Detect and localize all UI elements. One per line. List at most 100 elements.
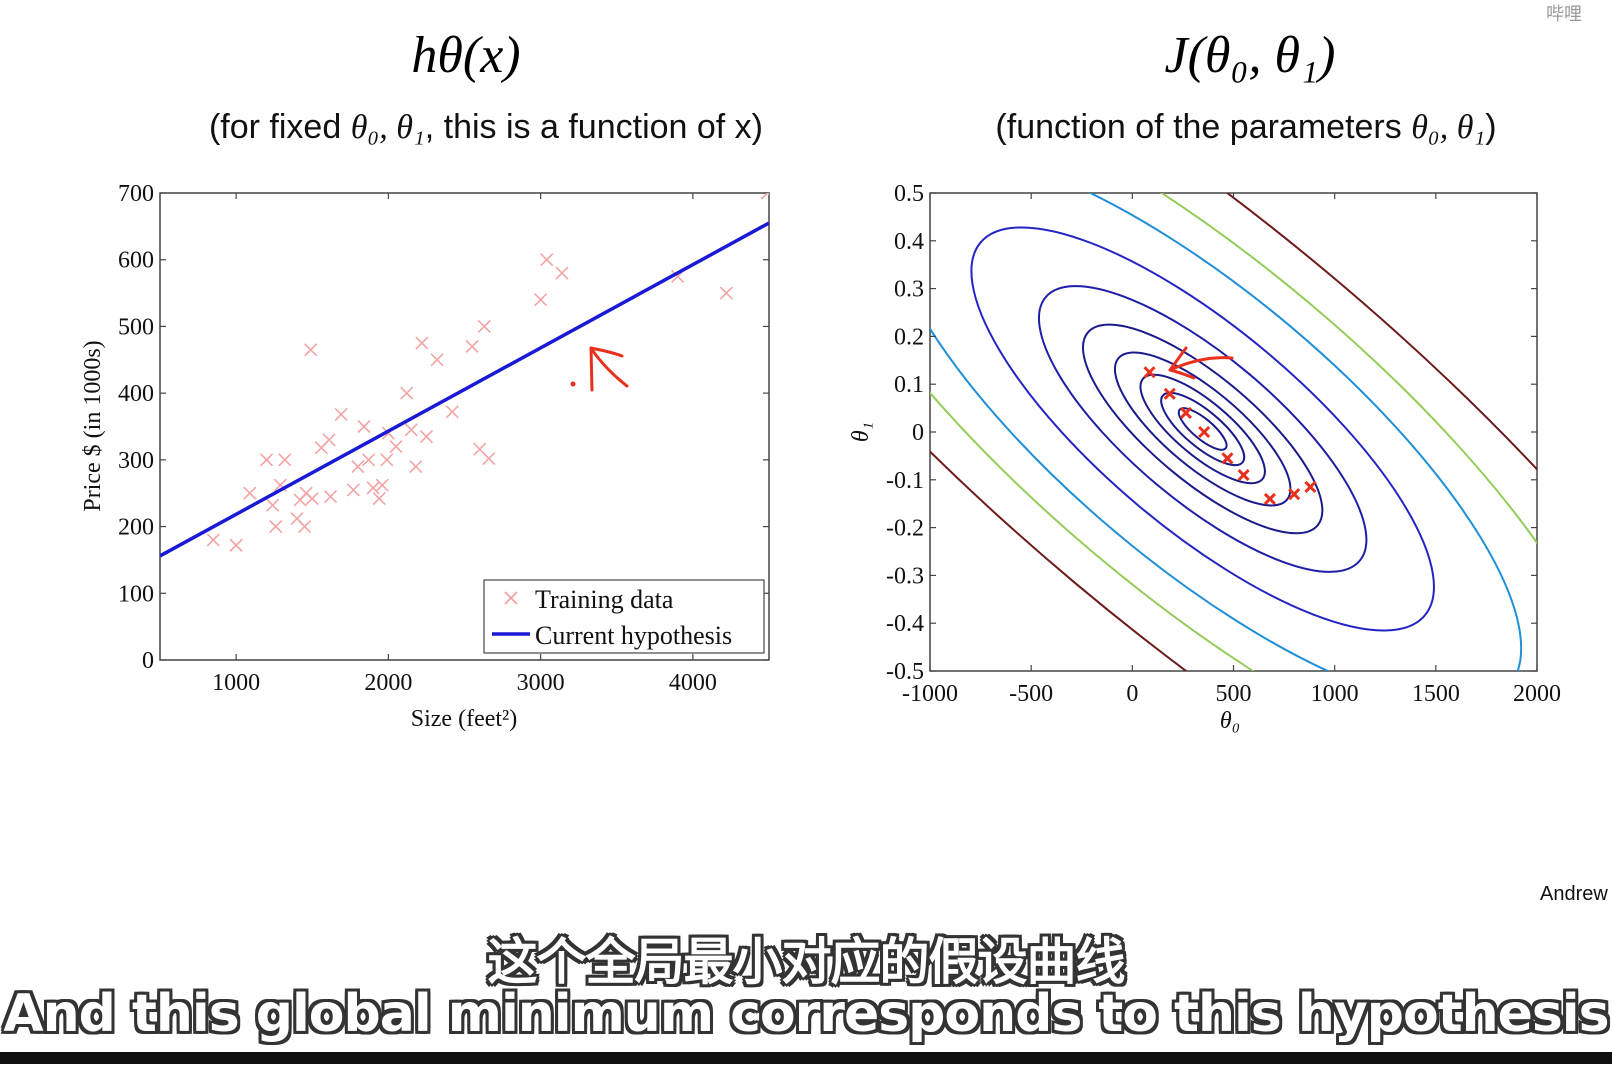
training-data-point [346,483,360,497]
gradient-step-marker [1221,452,1234,465]
gradient-step-marker [1179,406,1193,419]
training-data-point [366,481,380,495]
training-data-point [404,423,418,437]
left-ytick-label: 200 [118,515,154,541]
training-data-point [415,336,429,350]
training-data-point [266,498,280,512]
gradient-descent-steps [1143,366,1317,505]
training-data-points [206,193,769,552]
hypothesis-line-group [160,221,769,558]
cost-contour-plot: -1000 -500 0 500 1000 1500 2000 0.5 0.4 0.3 0.2 0.1… [848,181,1561,734]
contour-line [1160,391,1246,467]
gradient-step-marker [1198,425,1211,439]
contour-line [930,193,1523,671]
contour-line [1113,351,1292,507]
contour-lines [930,193,1537,671]
training-data-point [760,193,769,200]
left-ylabel: Price $ (in 1000s) [80,340,106,511]
contour-line [1177,407,1228,451]
training-data-point [298,520,312,534]
training-data-point [400,386,414,400]
left-axis-ticks: 1000 2000 3000 4000 0 100 200 300 400 500 600 700 [118,181,769,696]
training-data-point [243,486,257,500]
left-ytick-label: 600 [118,248,154,274]
right-ytick-label: 0.3 [894,277,924,303]
training-data-point [322,433,336,447]
contour-line [970,226,1435,632]
training-data-point [534,293,548,307]
training-data-point [719,286,733,300]
training-data-point [409,459,423,474]
training-data-point [334,407,348,422]
left-subtitle: (for fixed θ₀, θ₁, this is a function of… [209,108,763,146]
training-data-point [229,538,243,552]
gradient-step-marker [1288,488,1301,501]
right-xtick-label: 0 [1126,681,1138,707]
subtitle-chinese: 这个全局最小对应的假设曲线 [487,933,1126,991]
right-xtick-label: 1500 [1412,681,1460,707]
hypothesis-plot: 1000 2000 3000 4000 0 100 200 300 400 500 600 700 S… [80,181,770,732]
right-ytick-label: -0.4 [886,611,924,637]
left-subtitle-pre: (for fixed [209,108,351,146]
left-ytick-label: 0 [142,648,154,674]
training-data-point [477,319,491,333]
training-data-point [305,491,319,506]
watermark-logo: 哔哩 [1546,4,1582,24]
right-xtick-label: 1000 [1311,681,1359,707]
left-ytick-label: 500 [118,314,154,340]
training-data-point [206,533,220,547]
training-data-point [351,459,365,474]
contour-line [930,193,1537,671]
contour-line [1139,373,1266,485]
right-ytick-label: 0.1 [894,372,924,398]
training-data-point [445,405,459,419]
training-data-point [465,339,479,354]
right-ylabel: θ₁ [848,422,874,442]
training-data-point [540,253,554,267]
left-title: hθ(x) [411,27,520,84]
right-ytick-label: 0 [912,420,924,446]
training-data-point [555,266,569,280]
right-axis-ticks: -1000 -500 0 500 1000 1500 2000 0.5 0.4 0.3 0.2 0.1… [886,181,1561,707]
subtitle-english: And this global minimum corresponds to t… [3,984,1609,1044]
gradient-step-marker [1237,468,1250,482]
right-title: J(θ₀, θ₁) [1165,27,1336,84]
right-ytick-label: 0.2 [894,324,924,350]
left-ytick-label: 300 [118,448,154,474]
right-ytick-label: 0.5 [894,181,924,207]
right-ytick-label: -0.3 [886,563,924,589]
right-plot-frame [929,192,1538,672]
right-xlabel: θ₀ [1220,708,1240,734]
gradient-step-marker [1163,387,1176,400]
left-ytick-label: 100 [118,581,154,607]
legend-marker-training [504,591,518,605]
training-data-point [380,453,394,467]
gradient-step-marker [1304,480,1317,494]
right-ytick-label: 0.4 [894,229,924,255]
training-data-point [389,439,403,454]
training-data-point [362,453,376,467]
gradient-step-marker [1143,366,1156,379]
author-credit: Andrew [1540,883,1608,905]
legend-box [483,579,765,654]
right-xtick-label: -500 [1009,681,1053,707]
left-subtitle-post: , this is a function of x) [425,108,763,146]
contour-line [930,193,1537,671]
annotation-arrow-left [570,346,629,392]
right-ytick-label: -0.1 [886,468,924,494]
training-data-point [269,520,283,534]
left-xtick-label: 2000 [364,670,412,696]
contour-line [1037,285,1368,573]
right-xtick-label: -1000 [902,681,958,707]
right-ytick-label: -0.2 [886,516,924,542]
left-xtick-label: 1000 [212,670,260,696]
training-data-point [304,343,318,357]
right-xtick-label: 500 [1216,681,1252,707]
training-data-point [260,453,274,467]
training-data-point [357,419,371,434]
training-data-point [323,489,338,504]
training-data-point [372,491,386,506]
contour-line [1082,323,1324,535]
